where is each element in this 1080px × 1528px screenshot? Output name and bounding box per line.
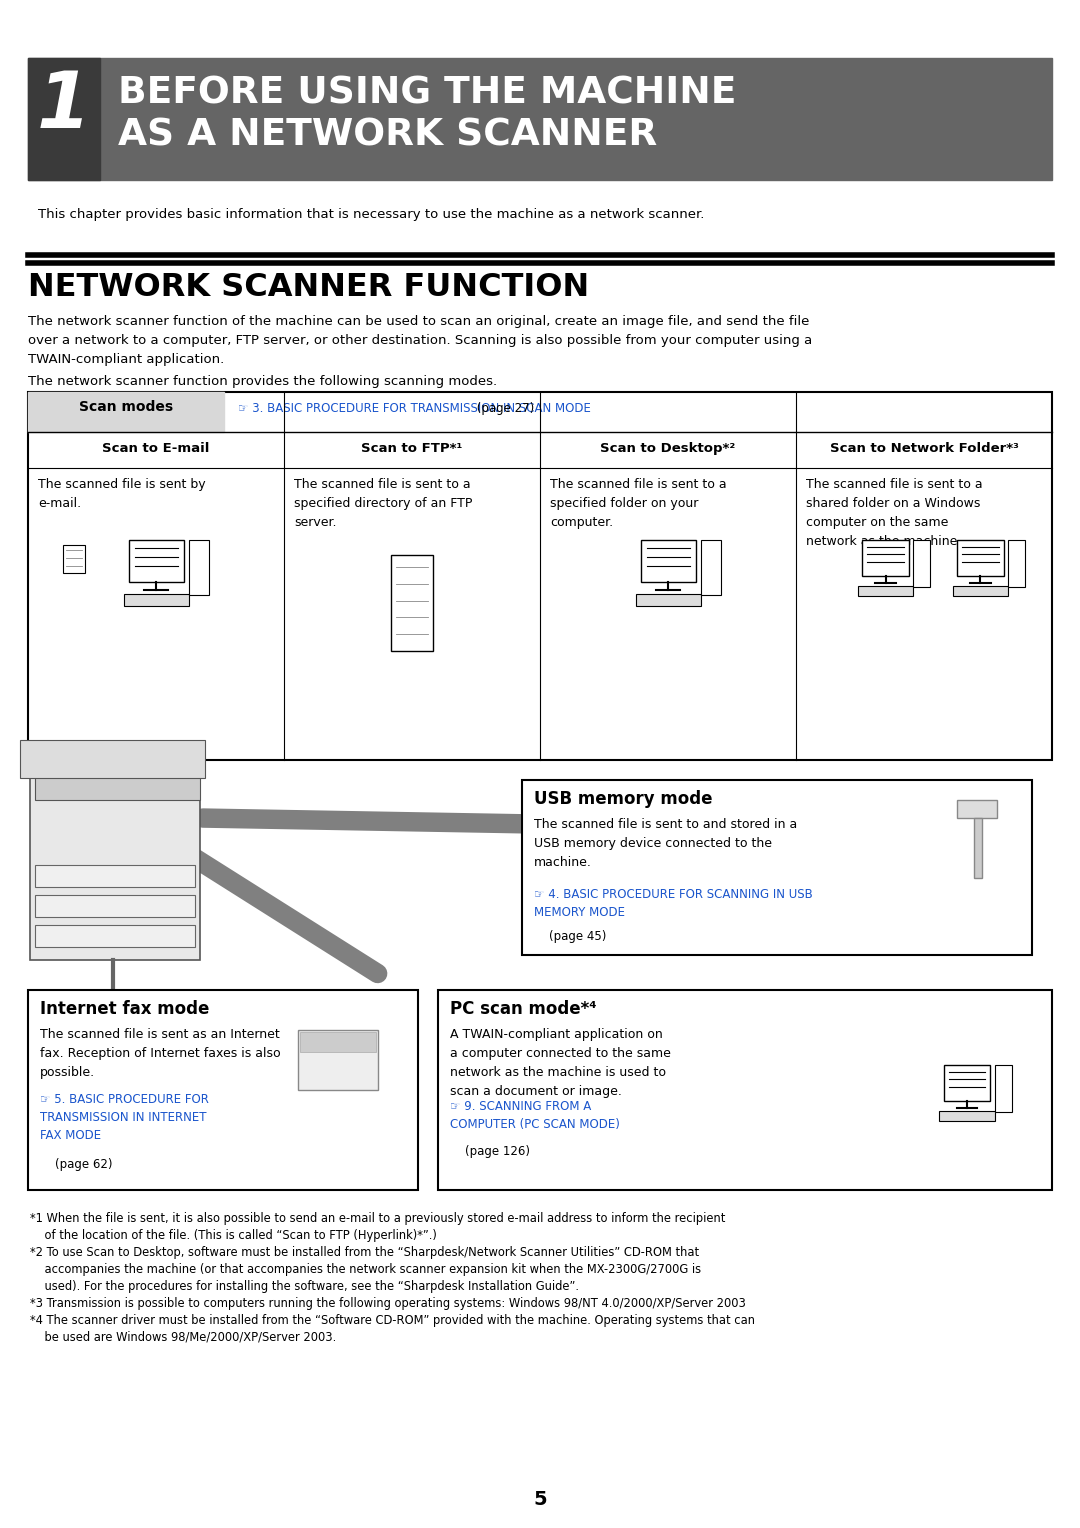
Bar <box>129 539 184 582</box>
Bar <box>35 865 195 886</box>
Text: PC scan mode*⁴: PC scan mode*⁴ <box>450 999 596 1018</box>
Bar <box>28 393 1052 759</box>
Text: *3 Transmission is possible to computers running the following operating systems: *3 Transmission is possible to computers… <box>30 1297 746 1309</box>
Bar <box>298 1030 378 1089</box>
Text: (page 62): (page 62) <box>40 1158 112 1170</box>
Text: BEFORE USING THE MACHINE: BEFORE USING THE MACHINE <box>118 76 737 112</box>
Text: The scanned file is sent to a
specified folder on your
computer.: The scanned file is sent to a specified … <box>550 478 727 529</box>
Text: The scanned file is sent to a
shared folder on a Windows
computer on the same
ne: The scanned file is sent to a shared fol… <box>806 478 983 549</box>
Text: AS A NETWORK SCANNER: AS A NETWORK SCANNER <box>118 118 658 154</box>
Text: of the location of the file. (This is called “Scan to FTP (Hyperlink)*”.): of the location of the file. (This is ca… <box>30 1229 437 1242</box>
Bar <box>28 58 100 180</box>
Text: USB memory mode: USB memory mode <box>534 790 713 808</box>
Text: The scanned file is sent by
e-mail.: The scanned file is sent by e-mail. <box>38 478 205 510</box>
Text: *4 The scanner driver must be installed from the “Software CD-ROM” provided with: *4 The scanner driver must be installed … <box>30 1314 755 1326</box>
Bar <box>391 555 433 651</box>
Bar <box>21 740 205 778</box>
Bar <box>640 539 696 582</box>
Text: ☞ 5. BASIC PROCEDURE FOR
TRANSMISSION IN INTERNET
FAX MODE: ☞ 5. BASIC PROCEDURE FOR TRANSMISSION IN… <box>40 1093 208 1141</box>
Bar <box>701 539 720 594</box>
Bar <box>995 1065 1012 1112</box>
Text: (page 45): (page 45) <box>534 931 606 943</box>
Bar <box>957 539 1003 576</box>
Bar <box>28 58 1052 180</box>
Bar <box>953 585 1008 596</box>
Text: The network scanner function of the machine can be used to scan an original, cre: The network scanner function of the mach… <box>28 315 812 367</box>
Text: The scanned file is sent as an Internet
fax. Reception of Internet faxes is also: The scanned file is sent as an Internet … <box>40 1028 281 1079</box>
Bar <box>28 990 418 1190</box>
Text: The scanned file is sent to and stored in a
USB memory device connected to the
m: The scanned file is sent to and stored i… <box>534 817 797 869</box>
Bar <box>974 817 982 879</box>
Bar <box>862 539 909 576</box>
Bar <box>123 594 189 607</box>
Bar <box>635 594 701 607</box>
Bar <box>914 539 930 587</box>
Text: Scan to E-mail: Scan to E-mail <box>103 442 210 455</box>
Bar <box>438 990 1052 1190</box>
Bar <box>957 801 997 817</box>
Text: ☞ 3. BASIC PROCEDURE FOR TRANSMISSION IN SCAN MODE: ☞ 3. BASIC PROCEDURE FOR TRANSMISSION IN… <box>238 402 591 416</box>
Bar <box>63 545 85 573</box>
Text: be used are Windows 98/Me/2000/XP/Server 2003.: be used are Windows 98/Me/2000/XP/Server… <box>30 1331 336 1345</box>
Text: Scan modes: Scan modes <box>79 400 173 414</box>
Text: Internet fax mode: Internet fax mode <box>40 999 210 1018</box>
Text: ☞ 4. BASIC PROCEDURE FOR SCANNING IN USB
MEMORY MODE: ☞ 4. BASIC PROCEDURE FOR SCANNING IN USB… <box>534 888 813 918</box>
Text: Scan to Desktop*²: Scan to Desktop*² <box>600 442 735 455</box>
Text: accompanies the machine (or that accompanies the network scanner expansion kit w: accompanies the machine (or that accompa… <box>30 1264 701 1276</box>
Text: *2 To use Scan to Desktop, software must be installed from the “Sharpdesk/Networ: *2 To use Scan to Desktop, software must… <box>30 1245 699 1259</box>
Bar <box>522 779 1032 955</box>
Text: Scan to FTP*¹: Scan to FTP*¹ <box>362 442 462 455</box>
Text: A TWAIN-compliant application on
a computer connected to the same
network as the: A TWAIN-compliant application on a compu… <box>450 1028 671 1099</box>
Text: The scanned file is sent to a
specified directory of an FTP
server.: The scanned file is sent to a specified … <box>294 478 472 529</box>
Bar <box>944 1065 990 1100</box>
Text: 1: 1 <box>37 69 91 144</box>
Text: NETWORK SCANNER FUNCTION: NETWORK SCANNER FUNCTION <box>28 272 590 303</box>
Text: ☞ 9. SCANNING FROM A
COMPUTER (PC SCAN MODE): ☞ 9. SCANNING FROM A COMPUTER (PC SCAN M… <box>450 1100 620 1131</box>
Bar <box>858 585 914 596</box>
Text: The network scanner function provides the following scanning modes.: The network scanner function provides th… <box>28 374 497 388</box>
Bar <box>35 924 195 947</box>
Text: Scan to Network Folder*³: Scan to Network Folder*³ <box>829 442 1018 455</box>
Text: used). For the procedures for installing the software, see the “Sharpdesk Instal: used). For the procedures for installing… <box>30 1280 579 1293</box>
Text: (page 126): (page 126) <box>450 1144 530 1158</box>
Text: This chapter provides basic information that is necessary to use the machine as : This chapter provides basic information … <box>38 208 704 222</box>
Text: (page 27): (page 27) <box>473 402 535 416</box>
Text: *1 When the file is sent, it is also possible to send an e-mail to a previously : *1 When the file is sent, it is also pos… <box>30 1212 726 1225</box>
Bar <box>300 1031 376 1051</box>
Text: 5: 5 <box>534 1490 546 1510</box>
Bar <box>28 393 224 432</box>
Bar <box>1008 539 1025 587</box>
Bar <box>35 775 200 801</box>
Bar <box>30 775 200 960</box>
Bar <box>35 895 195 917</box>
Bar <box>940 1111 995 1122</box>
Bar <box>189 539 208 594</box>
